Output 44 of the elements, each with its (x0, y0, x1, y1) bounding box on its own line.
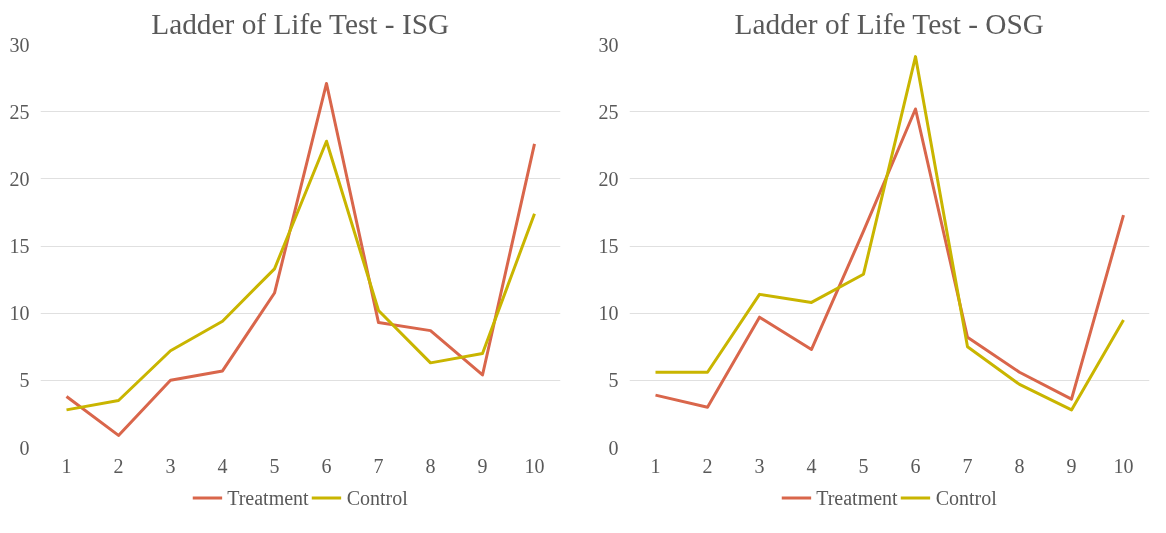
x-tick-label: 1 (650, 454, 661, 477)
x-tick-label: 9 (1066, 454, 1077, 477)
x-tick-label: 6 (910, 454, 921, 477)
x-tick-label: 10 (1113, 454, 1134, 477)
line-series (654, 107, 1125, 409)
line-series (654, 55, 1125, 412)
y-tick-label: 0 (19, 436, 30, 459)
y-tick-label: 5 (19, 369, 30, 392)
x-tick-label: 5 (269, 454, 280, 477)
x-tick-label: 5 (858, 454, 869, 477)
y-tick-label: 30 (9, 33, 30, 56)
x-tick-label: 2 (113, 454, 124, 477)
x-tick-label: 10 (524, 454, 545, 477)
y-tick-label: 25 (9, 100, 30, 123)
legend-label: Control (346, 486, 408, 509)
chart-title: Ladder of Life Test - ISG (151, 7, 450, 40)
y-tick-label: 10 (9, 302, 30, 325)
y-tick-label: 10 (598, 302, 619, 325)
y-tick-label: 15 (598, 235, 619, 257)
x-tick-label: 3 (754, 454, 765, 477)
x-tick-label: 4 (217, 454, 228, 477)
y-tick-label: 30 (598, 33, 619, 56)
x-tick-label: 3 (165, 454, 176, 477)
x-tick-label: 4 (806, 454, 817, 477)
x-tick-label: 2 (702, 454, 713, 477)
chart-title: Ladder of Life Test - OSG (734, 7, 1044, 40)
y-tick-label: 20 (9, 167, 30, 190)
y-tick-label: 5 (608, 369, 619, 392)
legend-label: Control (935, 486, 997, 509)
x-tick-label: 6 (321, 454, 332, 477)
legend-label: Treatment (816, 486, 898, 509)
x-tick-label: 1 (61, 454, 72, 477)
y-tick-label: 15 (9, 235, 30, 257)
y-tick-label: 0 (608, 436, 619, 459)
x-tick-label: 7 (962, 454, 973, 477)
x-tick-label: 8 (425, 454, 436, 477)
line-series (65, 81, 536, 437)
x-tick-label: 8 (1014, 454, 1025, 477)
y-tick-label: 25 (598, 100, 619, 123)
legend-label: Treatment (227, 486, 309, 509)
y-tick-label: 20 (598, 167, 619, 190)
x-tick-label: 9 (477, 454, 488, 477)
x-tick-label: 7 (373, 454, 384, 477)
line-series (65, 139, 536, 412)
